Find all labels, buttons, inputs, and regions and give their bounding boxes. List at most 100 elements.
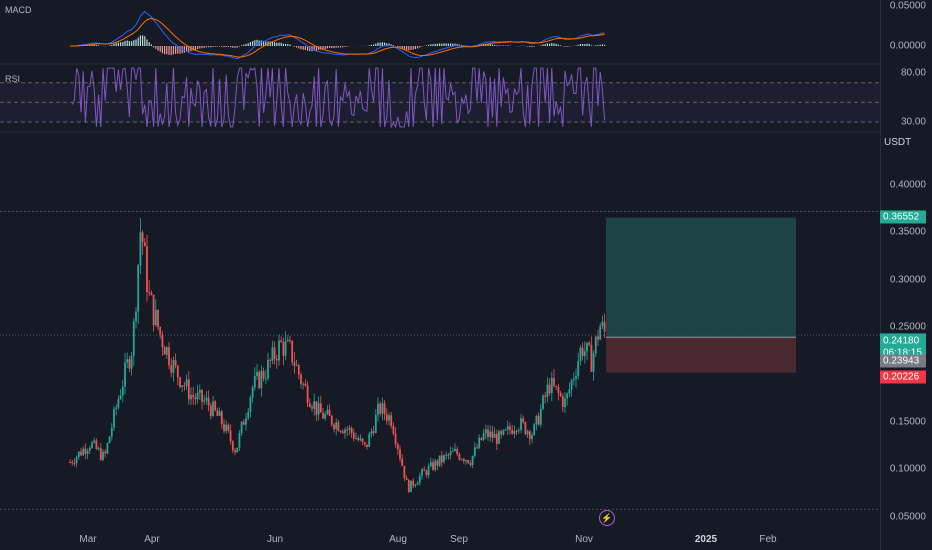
macd-histogram-bar <box>326 46 328 49</box>
lightning-icon[interactable]: ⚡ <box>599 510 615 526</box>
macd-histogram-bar <box>588 43 590 46</box>
candle-body <box>394 433 397 445</box>
candle-body <box>273 347 276 359</box>
candle-body <box>113 408 115 428</box>
macd-histogram-bar <box>139 35 141 46</box>
macd-histogram-bar <box>304 46 306 50</box>
macd-histogram-bar <box>300 46 302 50</box>
candle-body <box>75 456 78 464</box>
price-tick: 0.40000 <box>889 179 926 191</box>
candle-body <box>401 458 404 466</box>
price-tick: 0.05000 <box>889 511 926 523</box>
currency-label[interactable]: USDT <box>884 137 912 148</box>
candle-body <box>546 384 549 397</box>
candle-body <box>174 360 177 366</box>
macd-histogram-bar <box>557 44 559 46</box>
candle-body <box>333 424 335 430</box>
candle-body <box>533 424 536 435</box>
candle-body <box>97 448 100 450</box>
chart-canvas[interactable] <box>0 0 880 550</box>
candle-body <box>548 384 551 394</box>
macd-histogram-bar <box>584 43 586 46</box>
macd-histogram-bar <box>109 45 111 46</box>
candle-body <box>383 403 386 415</box>
macd-histogram-bar <box>544 44 546 46</box>
macd-histogram-bar <box>430 44 432 46</box>
candle-body <box>260 371 263 389</box>
macd-histogram-bar <box>309 46 311 52</box>
candle-body <box>436 460 439 466</box>
candle-body <box>377 403 379 415</box>
candle-body <box>429 462 432 467</box>
candle-body <box>306 385 309 404</box>
macd-histogram-bar <box>533 46 535 47</box>
candle-body <box>491 431 494 438</box>
candle-body <box>487 429 489 437</box>
candle-body <box>564 398 566 408</box>
candle-body <box>599 326 602 340</box>
macd-histogram-bar <box>553 43 555 46</box>
macd-histogram-bar <box>203 46 205 48</box>
candle-body <box>168 347 170 366</box>
candle-body <box>313 401 316 409</box>
candle-body <box>196 392 199 400</box>
candle-body <box>198 389 201 393</box>
candle-body <box>304 383 307 386</box>
macd-histogram-bar <box>412 46 414 50</box>
candle-body <box>460 459 463 461</box>
macd-histogram-bar <box>177 46 179 54</box>
macd-histogram-bar <box>278 42 280 46</box>
macd-histogram-bar <box>256 39 258 46</box>
macd-histogram-bar <box>98 45 100 46</box>
macd-histogram-bar <box>454 43 456 46</box>
candle-body <box>194 397 197 400</box>
candle-body <box>242 421 245 425</box>
candle-body <box>500 431 503 435</box>
macd-histogram-bar <box>201 46 203 49</box>
macd-histogram-bar <box>230 46 232 48</box>
macd-histogram-bar <box>333 46 335 49</box>
macd-histogram-bar <box>285 43 287 46</box>
macd-histogram-bar <box>582 44 584 46</box>
candle-body <box>308 403 311 407</box>
candle-body <box>106 443 109 454</box>
macd-histogram-bar <box>168 46 170 55</box>
macd-histogram-bar <box>313 46 315 51</box>
macd-histogram-bar <box>210 46 212 48</box>
candle-body <box>209 405 212 416</box>
macd-histogram-bar <box>604 44 606 46</box>
macd-histogram-bar <box>329 46 331 49</box>
price-tick: 0.15000 <box>889 416 926 428</box>
macd-histogram-bar <box>157 46 159 51</box>
candle-body <box>583 351 586 357</box>
target-zone <box>606 217 796 338</box>
candle-body <box>132 321 135 356</box>
candle-body <box>471 455 474 466</box>
macd-histogram-bar <box>403 46 405 50</box>
candle-body <box>91 442 93 448</box>
candle-body <box>359 438 362 441</box>
candle-body <box>115 407 118 409</box>
price-axis[interactable] <box>880 0 932 550</box>
macd-histogram-bar <box>579 44 581 46</box>
macd-histogram-bar <box>126 40 128 46</box>
candle-body <box>201 389 203 402</box>
candle-body <box>102 451 104 460</box>
rsi-line <box>71 67 606 129</box>
candle-body <box>337 422 340 432</box>
macd-histogram-bar <box>137 37 139 46</box>
candle-body <box>528 431 531 440</box>
rsi-tick: 80.00 <box>900 67 926 79</box>
macd-histogram-bar <box>406 46 408 50</box>
candle-body <box>172 360 175 373</box>
candle-body <box>253 376 256 388</box>
candle-body <box>256 371 258 377</box>
candle-body <box>214 401 217 411</box>
candle-body <box>418 475 421 483</box>
candle-body <box>190 395 192 400</box>
macd-histogram-bar <box>491 44 493 46</box>
candle-body <box>498 431 500 444</box>
macd-histogram-bar <box>311 46 313 52</box>
candle-body <box>577 361 580 376</box>
